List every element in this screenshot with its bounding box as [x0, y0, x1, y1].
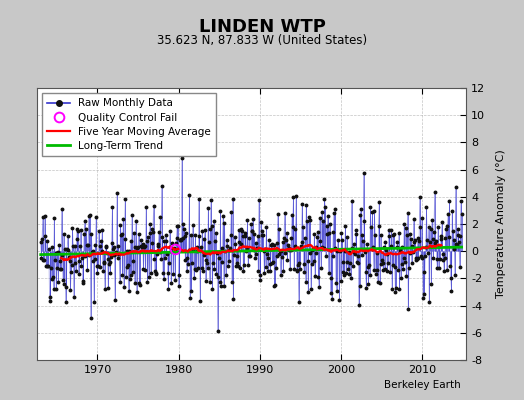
Text: 35.623 N, 87.833 W (United States): 35.623 N, 87.833 W (United States) [157, 34, 367, 47]
Text: LINDEN WTP: LINDEN WTP [199, 18, 325, 36]
Y-axis label: Temperature Anomaly (°C): Temperature Anomaly (°C) [496, 150, 507, 298]
Text: Berkeley Earth: Berkeley Earth [385, 380, 461, 390]
Legend: Raw Monthly Data, Quality Control Fail, Five Year Moving Average, Long-Term Tren: Raw Monthly Data, Quality Control Fail, … [42, 93, 216, 156]
